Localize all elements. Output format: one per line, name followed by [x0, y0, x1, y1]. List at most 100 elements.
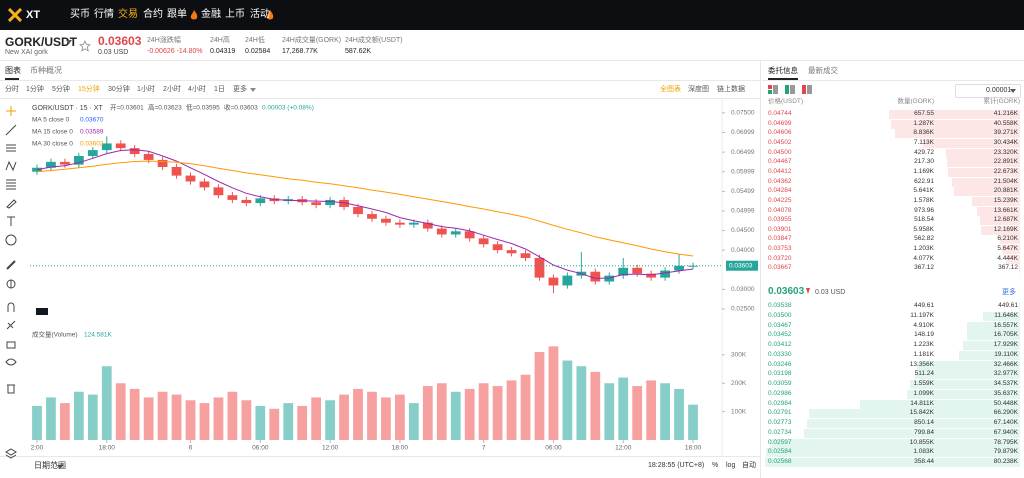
- volume-value: 124.581K: [84, 332, 112, 339]
- book-total: 449.61: [998, 302, 1018, 309]
- view-toggle[interactable]: 链上数据: [717, 86, 745, 93]
- book-tab[interactable]: 委托信息: [768, 66, 798, 75]
- tool-icon[interactable]: [5, 382, 17, 394]
- interval[interactable]: 4小时: [188, 86, 206, 93]
- view-toggle[interactable]: 全图表: [660, 86, 681, 93]
- volume-bar: [688, 404, 698, 440]
- book-tab[interactable]: 最新成交: [808, 66, 838, 75]
- interval[interactable]: 1小时: [137, 86, 155, 93]
- favorite-star[interactable]: [79, 40, 91, 52]
- tv-logo: [36, 308, 48, 315]
- tool-icon[interactable]: [5, 356, 17, 368]
- nav-item[interactable]: 买币: [70, 9, 90, 20]
- nav-item[interactable]: 合约: [143, 9, 163, 20]
- volume-bar: [520, 374, 531, 440]
- x-tick-label: 18:00: [685, 445, 702, 452]
- dropdown-arrow[interactable]: [250, 88, 256, 92]
- volume-bar: [534, 352, 545, 440]
- book-view-icons[interactable]: [768, 85, 814, 95]
- interval[interactable]: 1日: [214, 86, 225, 93]
- book-amount: 622.91: [914, 177, 934, 185]
- book-price: 0.04500: [768, 148, 792, 156]
- interval[interactable]: 30分钟: [108, 86, 130, 93]
- interval[interactable]: 分时: [5, 86, 19, 93]
- book-amount: 1.203K: [913, 245, 934, 253]
- legend-name: MA 30 close 0: [32, 141, 73, 148]
- depth-bar: [1005, 254, 1020, 264]
- tool-icon[interactable]: [5, 178, 17, 190]
- scale-option[interactable]: 自动: [742, 462, 756, 469]
- scale-option[interactable]: log: [726, 462, 736, 469]
- more-link[interactable]: 更多: [1002, 289, 1016, 296]
- layers-icon[interactable]: [5, 448, 17, 460]
- scale-option[interactable]: %: [712, 462, 719, 469]
- view-toggle[interactable]: 深度图: [688, 86, 709, 93]
- date-range[interactable]: 日期范围: [34, 461, 66, 470]
- book-price: 0.04225: [768, 196, 792, 204]
- depth-bar: [859, 399, 1020, 409]
- candle-body: [255, 198, 266, 204]
- tool-icon[interactable]: [5, 124, 17, 136]
- tab-underline: [5, 78, 19, 80]
- candle-body: [143, 154, 154, 160]
- tool-icon[interactable]: [5, 319, 17, 331]
- dropdown-arrow[interactable]: [66, 40, 72, 44]
- candle-body: [185, 175, 196, 182]
- precision[interactable]: 0.00001: [986, 87, 1012, 94]
- volume-bar: [492, 386, 503, 440]
- book-total: 32.466K: [993, 360, 1018, 368]
- logo-icon[interactable]: [8, 8, 22, 22]
- candle-body: [464, 231, 475, 239]
- stat-value: 0.04319: [210, 48, 236, 55]
- tool-icon[interactable]: [5, 259, 17, 271]
- book-amount: 4.910K: [913, 321, 934, 329]
- interval[interactable]: 更多: [233, 86, 247, 93]
- tool-icon[interactable]: [5, 105, 17, 117]
- precision-select[interactable]: [955, 84, 1021, 98]
- stat-label: 24H成交额(USDT): [345, 37, 403, 44]
- column-header: 价格(USDT): [768, 98, 804, 105]
- nav-item[interactable]: 跟单: [167, 9, 187, 20]
- y-tick-label: 0.06999: [731, 129, 755, 136]
- book-price: 0.03538: [768, 302, 792, 309]
- nav-item[interactable]: 金融: [201, 9, 221, 20]
- volume-bar: [506, 380, 517, 440]
- nav-item[interactable]: 活动: [250, 9, 270, 20]
- logo-text[interactable]: XT: [26, 9, 41, 21]
- tool-icon[interactable]: [5, 215, 17, 227]
- y-tick-label: 200K: [731, 380, 747, 387]
- interval[interactable]: 1分钟: [26, 86, 44, 93]
- interval[interactable]: 2小时: [163, 86, 181, 93]
- tab[interactable]: 币种概况: [30, 66, 62, 75]
- book-amount: 1.578K: [913, 196, 934, 204]
- candle-body: [506, 250, 517, 254]
- nav-item[interactable]: 行情: [94, 9, 114, 20]
- tool-icon[interactable]: [5, 337, 17, 349]
- stat-label: 24H低: [245, 37, 265, 44]
- tool-icon[interactable]: [5, 278, 17, 290]
- dropdown-arrow[interactable]: [57, 465, 63, 469]
- volume-bar: [297, 405, 308, 440]
- book-amount: 1.181K: [913, 350, 934, 358]
- dropdown-arrow[interactable]: [1010, 89, 1016, 93]
- interval[interactable]: 5分钟: [52, 86, 70, 93]
- book-total: 11.646K: [994, 311, 1018, 319]
- volume-bar: [478, 383, 489, 440]
- tool-icon[interactable]: [5, 234, 17, 246]
- candle-body: [60, 161, 70, 165]
- pair-name[interactable]: GORK/USDT: [5, 35, 77, 49]
- tool-icon[interactable]: [5, 142, 17, 154]
- candle-body: [562, 275, 573, 286]
- tool-icon[interactable]: [5, 301, 17, 313]
- tool-icon[interactable]: [5, 160, 17, 172]
- y-tick-label: 0.05499: [731, 188, 755, 195]
- tab[interactable]: 图表: [5, 66, 21, 75]
- candle-body: [674, 265, 684, 271]
- interval[interactable]: 15分钟: [78, 86, 100, 93]
- tool-icon[interactable]: [5, 197, 17, 209]
- nav-item[interactable]: 交易: [118, 9, 138, 20]
- volume-bar: [450, 391, 461, 440]
- volume-bar: [646, 380, 657, 440]
- nav-item[interactable]: 上币: [225, 9, 245, 20]
- book-price: 0.04467: [768, 158, 792, 166]
